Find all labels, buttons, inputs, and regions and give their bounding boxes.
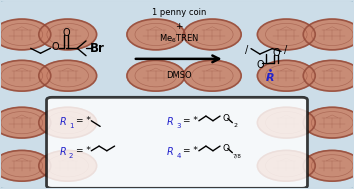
Text: O: O	[256, 60, 264, 70]
Text: = *: = *	[183, 146, 198, 155]
Circle shape	[39, 107, 97, 138]
Text: O: O	[272, 48, 280, 58]
Circle shape	[39, 60, 97, 91]
Circle shape	[303, 150, 354, 181]
Circle shape	[303, 19, 354, 50]
Circle shape	[127, 60, 185, 91]
Circle shape	[183, 60, 241, 91]
Text: = *: = *	[76, 146, 91, 155]
Text: $\mathit{R}$: $\mathit{R}$	[166, 115, 174, 127]
Text: Br: Br	[90, 42, 105, 55]
Circle shape	[257, 60, 315, 91]
Text: O: O	[223, 144, 230, 153]
Text: DMSO: DMSO	[166, 71, 192, 80]
Text: +: +	[175, 22, 183, 30]
Text: $\mathit{R}$: $\mathit{R}$	[59, 145, 67, 157]
Text: O: O	[51, 42, 59, 52]
Circle shape	[39, 150, 97, 181]
Circle shape	[303, 60, 354, 91]
Text: R: R	[266, 74, 274, 84]
Circle shape	[257, 107, 315, 138]
Text: 2: 2	[69, 153, 73, 159]
Circle shape	[0, 107, 51, 138]
Circle shape	[257, 150, 315, 181]
Circle shape	[257, 19, 315, 50]
Text: O: O	[223, 114, 230, 123]
Text: 3: 3	[176, 123, 181, 129]
Text: 1 penny coin: 1 penny coin	[152, 8, 206, 17]
Text: /: /	[245, 45, 249, 55]
Text: = *: = *	[183, 116, 198, 125]
Text: = *: = *	[76, 116, 91, 125]
Circle shape	[0, 150, 51, 181]
Text: 1: 1	[69, 123, 73, 129]
Text: Me$_6$TREN: Me$_6$TREN	[159, 33, 199, 45]
Circle shape	[183, 19, 241, 50]
FancyBboxPatch shape	[46, 97, 308, 188]
Circle shape	[0, 19, 51, 50]
Text: $\mathit{R}$: $\mathit{R}$	[59, 115, 67, 127]
Text: 2: 2	[233, 123, 237, 128]
Text: /: /	[284, 45, 287, 55]
Text: 7/8: 7/8	[233, 153, 242, 159]
Text: O: O	[62, 28, 70, 38]
Text: $\mathit{R}$: $\mathit{R}$	[166, 145, 174, 157]
Circle shape	[127, 19, 185, 50]
Circle shape	[303, 107, 354, 138]
Circle shape	[0, 60, 51, 91]
Circle shape	[39, 19, 97, 50]
Text: 4: 4	[176, 153, 181, 159]
